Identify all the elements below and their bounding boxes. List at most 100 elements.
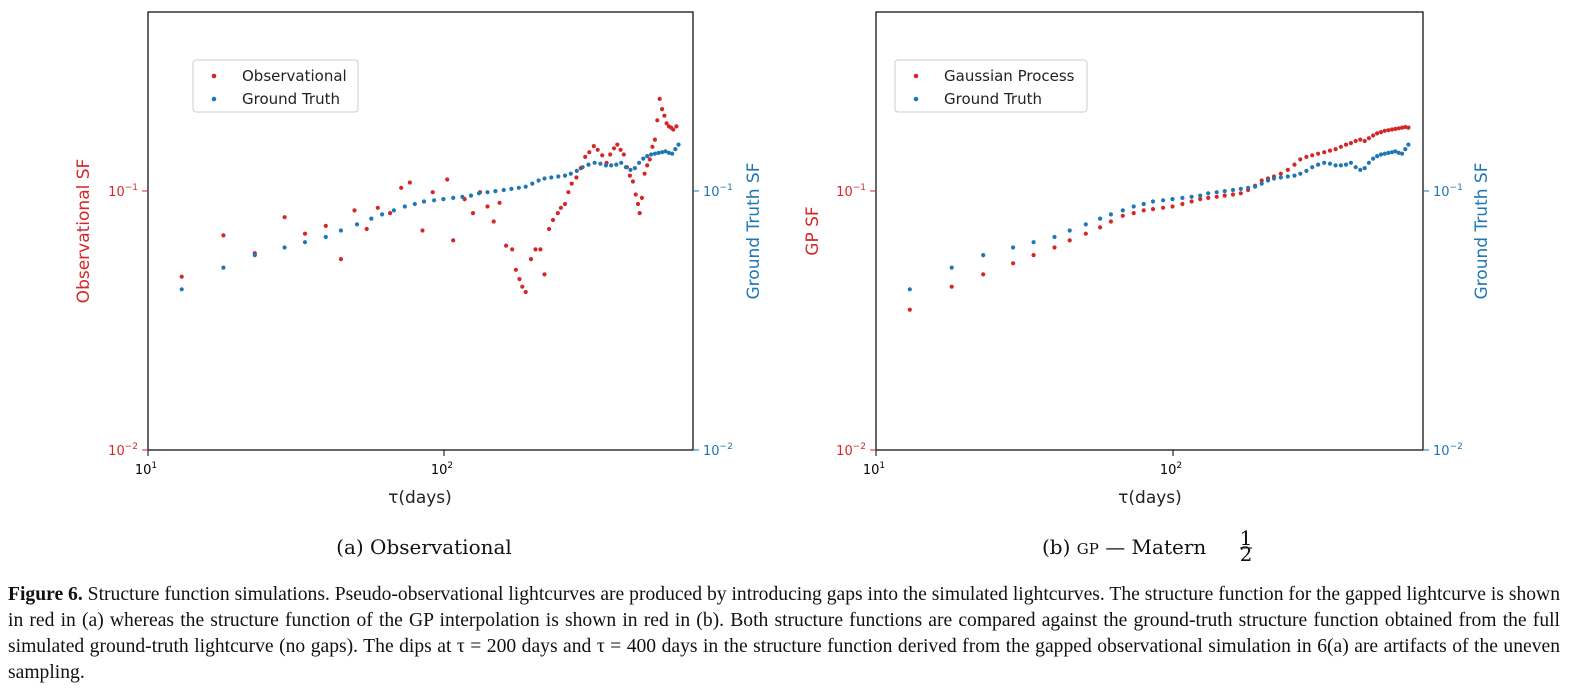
data-point-observational (657, 96, 662, 101)
legend-box (894, 59, 1088, 113)
data-point-gaussian-process (1382, 128, 1387, 133)
data-point-ground-truth (592, 160, 597, 165)
legend-label-ground-truth: Ground Truth (944, 90, 1042, 108)
data-point-ground-truth (1304, 168, 1309, 173)
data-point-ground-truth (562, 173, 568, 178)
data-point-ground-truth (660, 150, 665, 155)
data-point-observational (388, 211, 393, 216)
data-point-gaussian-process (1150, 207, 1156, 212)
data-point-gaussian-process (1031, 253, 1036, 258)
data-point-ground-truth (1333, 163, 1338, 168)
data-point-ground-truth (1265, 178, 1271, 183)
data-point-ground-truth (1161, 198, 1166, 203)
x-tick-label: 102 (1160, 461, 1182, 478)
data-point-gaussian-process (1292, 162, 1297, 167)
data-point-observational (655, 118, 660, 123)
data-point-observational (513, 267, 519, 272)
data-point-ground-truth (1378, 152, 1384, 157)
data-point-ground-truth (907, 287, 912, 292)
data-point-observational (179, 274, 184, 279)
data-point-ground-truth (542, 176, 547, 181)
data-point-observational (445, 177, 450, 182)
y-left-tick-label: 10−1 (836, 183, 866, 200)
data-point-ground-truth (1052, 234, 1057, 240)
y-tick-exp: −2 (853, 442, 866, 452)
data-point-ground-truth (619, 160, 624, 165)
data-point-observational (528, 257, 534, 262)
data-point-observational (338, 257, 343, 262)
data-point-observational (639, 195, 645, 200)
legend-marker-observational (211, 73, 217, 79)
data-point-ground-truth (670, 151, 675, 156)
data-point-ground-truth (485, 190, 490, 195)
data-point-observational (566, 190, 571, 195)
y-left-tick-label: 10−2 (108, 442, 138, 459)
data-point-observational (660, 107, 665, 112)
data-point-observational (662, 113, 667, 118)
data-point-ground-truth (1322, 160, 1327, 165)
data-point-observational (647, 157, 652, 162)
data-point-observational (282, 215, 287, 220)
legend-marker-gaussian-process (913, 73, 919, 79)
data-point-ground-truth (1170, 197, 1175, 202)
data-point-ground-truth (1403, 147, 1408, 152)
data-point-ground-truth (1238, 186, 1243, 191)
data-point-ground-truth (632, 166, 638, 171)
data-point-observational (569, 181, 574, 186)
data-point-observational (650, 144, 655, 149)
data-point-observational (451, 238, 456, 243)
data-point-ground-truth (252, 253, 257, 258)
y-right-tick-label: 10−2 (703, 442, 733, 459)
data-point-observational (497, 200, 502, 205)
data-point-ground-truth (1348, 160, 1353, 165)
data-point-observational (595, 147, 600, 152)
data-point-gaussian-process (1161, 205, 1166, 210)
data-point-gaussian-process (1098, 225, 1103, 230)
data-point-ground-truth (221, 265, 226, 270)
data-point-ground-truth (1206, 191, 1211, 196)
x-tick-exp: 2 (1176, 461, 1182, 471)
data-point-gaussian-process (1170, 204, 1175, 209)
data-point-observational (645, 163, 650, 168)
data-point-observational (420, 228, 425, 233)
data-point-ground-truth (523, 184, 528, 189)
data-point-gaussian-process (907, 307, 912, 312)
data-point-observational (562, 201, 568, 207)
data-point-ground-truth (460, 194, 465, 199)
y-tick-exp: −2 (125, 442, 138, 452)
y-right-tick-label: 10−1 (1433, 183, 1463, 200)
data-point-ground-truth (623, 165, 629, 170)
data-point-ground-truth (1353, 165, 1358, 170)
x-tick-label: 102 (431, 461, 453, 478)
data-point-ground-truth (501, 187, 506, 193)
data-point-ground-truth (1150, 199, 1156, 204)
legend-label-observational: Observational (242, 67, 347, 85)
data-point-observational (652, 137, 658, 142)
data-point-ground-truth (1271, 176, 1277, 181)
data-point-ground-truth (354, 222, 360, 227)
data-point-gaussian-process (1406, 125, 1411, 130)
subcaption-b: (b) GP — Matern (1042, 535, 1206, 559)
data-point-gaussian-process (1343, 142, 1349, 147)
data-point-ground-truth (402, 204, 407, 209)
data-point-gaussian-process (1400, 125, 1405, 130)
data-point-ground-truth (949, 265, 954, 270)
x-tick-exp: 1 (879, 461, 885, 471)
legend-label-gaussian-process: Gaussian Process (944, 67, 1075, 85)
data-point-gaussian-process (1389, 127, 1395, 132)
data-point-gaussian-process (1108, 219, 1113, 224)
subcaption-b-frac-num: 1 (1240, 526, 1253, 550)
data-point-gaussian-process (1348, 141, 1353, 146)
y-tick-exp: −1 (1450, 183, 1463, 193)
data-point-ground-truth (1141, 201, 1146, 207)
data-point-observational (630, 179, 636, 184)
data-point-ground-truth (441, 197, 446, 202)
data-point-ground-truth (1343, 162, 1349, 167)
data-point-ground-truth (536, 178, 541, 183)
data-point-gaussian-process (1396, 126, 1401, 131)
data-point-ground-truth (1327, 161, 1333, 166)
x-tick-label: 101 (135, 461, 157, 478)
subcaption-b-gp: GP (1077, 540, 1099, 558)
legend: Gaussian Process Ground Truth (894, 59, 1088, 113)
data-point-ground-truth (282, 245, 287, 250)
